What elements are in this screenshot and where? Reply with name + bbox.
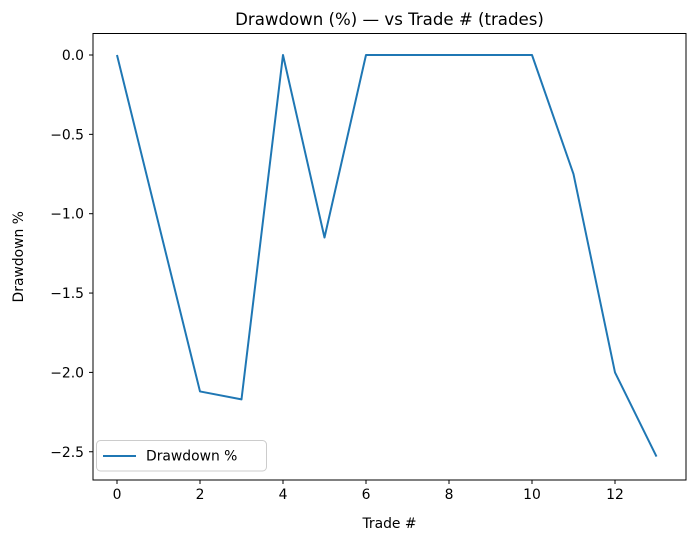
- x-tick-label: 0: [113, 487, 122, 503]
- x-tick-label: 6: [362, 487, 371, 503]
- series-group: [116, 54, 658, 457]
- legend-box: [96, 440, 267, 472]
- x-axis-ticks: 0 2 4 6 8 10 12: [113, 480, 624, 503]
- drawdown-line: [116, 54, 658, 457]
- y-tick-label: −1.5: [50, 286, 84, 302]
- x-tick-label: 12: [606, 487, 624, 503]
- chart-title: Drawdown (%) — vs Trade # (trades): [235, 10, 544, 29]
- y-tick-label: −2.0: [50, 365, 84, 381]
- y-tick-label: −2.5: [50, 445, 84, 461]
- x-tick-label: 8: [445, 487, 454, 503]
- legend: Drawdown %: [96, 440, 267, 472]
- plot-area: [93, 33, 686, 480]
- x-tick-label: 10: [523, 487, 541, 503]
- x-axis-label: Trade #: [361, 516, 416, 532]
- y-tick-label: 0.0: [62, 48, 84, 64]
- y-tick-label: −0.5: [50, 127, 84, 143]
- x-tick-label: 4: [279, 487, 288, 503]
- y-axis-ticks: 0.0 −0.5 −1.0 −1.5 −2.0 −2.5: [50, 48, 93, 461]
- plot-border: [92, 33, 687, 481]
- y-tick-label: −1.0: [50, 207, 84, 223]
- legend-label: Drawdown %: [146, 449, 237, 465]
- x-tick-label: 2: [196, 487, 205, 503]
- y-axis-label: Drawdown %: [11, 211, 27, 302]
